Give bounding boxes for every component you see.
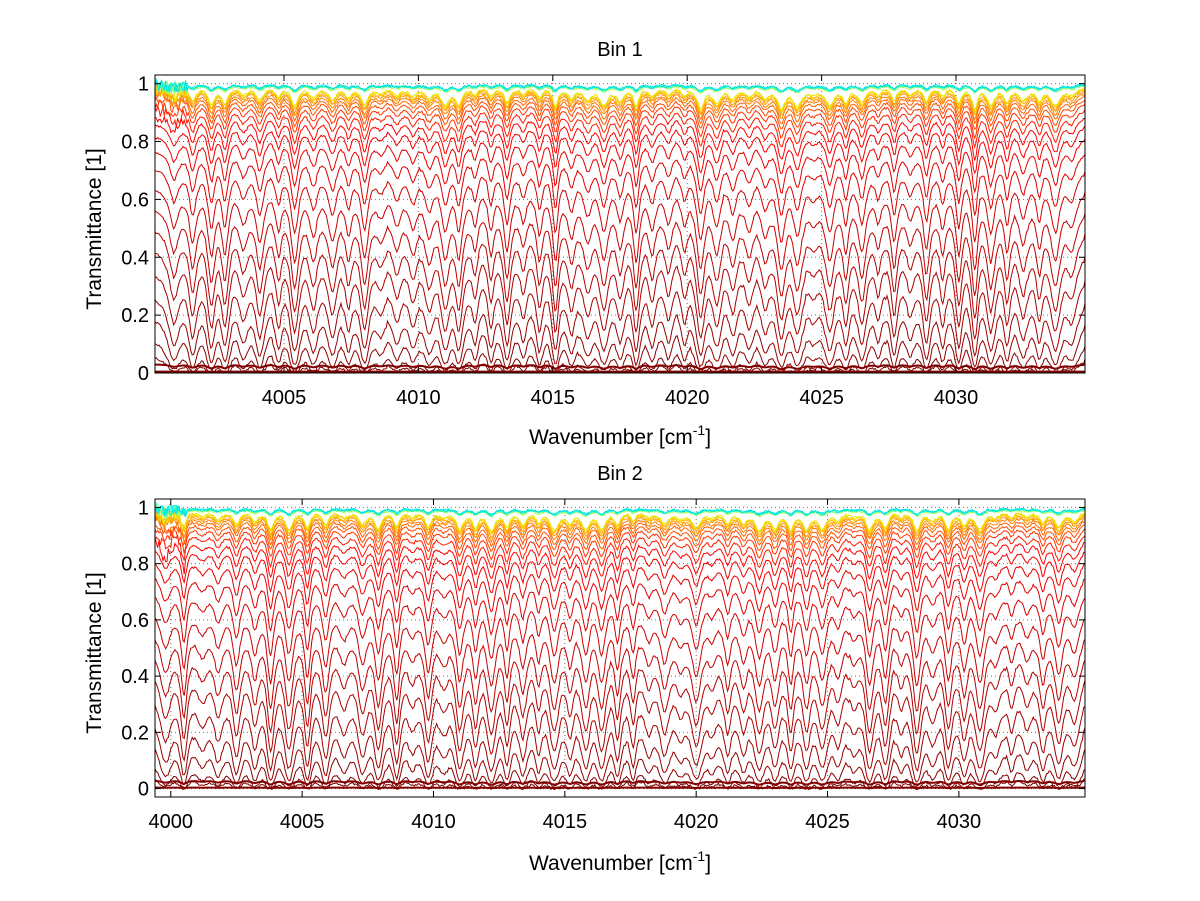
bin-2-curve-29 bbox=[154, 504, 1086, 517]
bin-2-curve-19 bbox=[154, 516, 1086, 548]
bin-2-panel: Bin 2 4000 4005 4010 4015 4020 4025 4030 0 0.2 0.… bbox=[83, 463, 1086, 875]
y-tick-label: 0 bbox=[138, 779, 149, 801]
bin-1-curve-20 bbox=[154, 87, 1086, 121]
bin-1-curve-16 bbox=[154, 104, 1086, 149]
x-tick-label: 4015 bbox=[531, 387, 576, 409]
bin-1-curve-4 bbox=[154, 321, 1086, 373]
bin-2-curve-8 bbox=[154, 659, 1086, 737]
bin-1-curve-7 bbox=[154, 253, 1086, 340]
y-tick-label: 0.8 bbox=[121, 132, 149, 154]
y-tick-label: 1 bbox=[138, 497, 149, 519]
y-tick-label: 0.6 bbox=[121, 189, 149, 211]
y-tick-label: 0 bbox=[138, 363, 149, 385]
bin-1-curve-3 bbox=[154, 343, 1086, 373]
bin-2-curve-12 bbox=[154, 577, 1086, 637]
y-tick-label: 1 bbox=[138, 74, 149, 96]
x-tick-label: 4010 bbox=[396, 387, 441, 409]
x-tick-label: 4030 bbox=[934, 387, 979, 409]
bin-1-curve-19 bbox=[154, 91, 1086, 125]
y-tick-label: 0.2 bbox=[121, 305, 149, 327]
bin-1-curve-9 bbox=[154, 210, 1086, 297]
bin-1-curve-6 bbox=[154, 276, 1086, 358]
bin-2-curve-24 bbox=[154, 508, 1086, 533]
x-tick-label: 4030 bbox=[937, 811, 982, 833]
x-tick-label: 4010 bbox=[411, 811, 456, 833]
bin-1-plot-area: 4005 4010 4015 4020 4025 4030 0 0.2 0.4 0.6 0.8 1 bbox=[121, 74, 1086, 409]
bin-1-curve-10 bbox=[154, 190, 1086, 271]
bin-2-xlabel: Wavenumber [cm-1] bbox=[529, 848, 711, 875]
bin-2-curve-3 bbox=[154, 768, 1086, 790]
bin-2-curve-7 bbox=[154, 680, 1086, 756]
axes-frame bbox=[154, 74, 1086, 374]
bin-1-ylabel: Transmittance [1] bbox=[83, 148, 106, 309]
bin-2-curve-17 bbox=[154, 527, 1086, 561]
bin-2-curve-4 bbox=[154, 748, 1086, 789]
y-tick-label: 0.2 bbox=[121, 722, 149, 744]
bin-1-xlabel: Wavenumber [cm-1] bbox=[529, 422, 711, 449]
y-tick-label: 0.4 bbox=[121, 666, 149, 688]
bin-2-curve-9 bbox=[154, 638, 1086, 714]
x-tick-label: 4025 bbox=[799, 387, 844, 409]
bin-2-curve-11 bbox=[154, 597, 1086, 661]
x-tick-label: 4005 bbox=[280, 811, 325, 833]
x-tick-label: 4005 bbox=[262, 387, 307, 409]
axes-frame bbox=[154, 498, 1086, 798]
bin-2-curve-6 bbox=[154, 704, 1086, 773]
bin-1-title: Bin 1 bbox=[597, 39, 643, 61]
bin-2-curve-14 bbox=[154, 551, 1086, 595]
bin-1-curve-12 bbox=[154, 151, 1086, 216]
bin-2-ylabel: Transmittance [1] bbox=[83, 572, 106, 733]
bin-2-curve-15 bbox=[154, 537, 1086, 582]
bin-1-curve-8 bbox=[154, 231, 1086, 321]
bin-1-curve-21 bbox=[154, 84, 1086, 117]
bin-1-curve-18 bbox=[154, 96, 1086, 130]
bin-2-curve-22 bbox=[154, 509, 1086, 536]
bin-2-curve-1 bbox=[154, 779, 1086, 786]
bin-2-title: Bin 2 bbox=[597, 463, 643, 485]
bin-2-plot-area: 4000 4005 4010 4015 4020 4025 4030 0 0.2 0.4 0.6 0.… bbox=[121, 497, 1086, 833]
bin-1-panel: Bin 1 4005 4010 4015 4020 4025 4030 0 0.2 0.4 0.6… bbox=[83, 39, 1086, 449]
y-tick-label: 0.6 bbox=[121, 610, 149, 632]
bin-1-curve-23 bbox=[154, 82, 1086, 113]
bin-1-curve-24 bbox=[154, 81, 1086, 112]
bin-2-curve-5 bbox=[154, 727, 1086, 784]
x-tick-label: 4025 bbox=[805, 811, 850, 833]
x-tick-label: 4020 bbox=[665, 387, 710, 409]
bin-1-curve-17 bbox=[154, 99, 1086, 140]
bin-1-curve-13 bbox=[154, 136, 1086, 195]
x-tick-label: 4000 bbox=[149, 811, 194, 833]
bin-2-curve-20 bbox=[154, 515, 1086, 543]
bin-1-curve-5 bbox=[154, 299, 1086, 369]
x-tick-label: 4020 bbox=[674, 811, 719, 833]
y-tick-label: 0.4 bbox=[121, 247, 149, 269]
bin-2-curve-16 bbox=[154, 533, 1086, 569]
bin-1-curve-11 bbox=[154, 170, 1086, 243]
bin-1-curve-15 bbox=[154, 114, 1086, 161]
bin-2-curve-18 bbox=[154, 524, 1086, 553]
bin-2-curve-13 bbox=[154, 563, 1086, 613]
x-tick-label: 4015 bbox=[543, 811, 588, 833]
bin-1-curve-14 bbox=[154, 124, 1086, 175]
bin-2-curve-10 bbox=[154, 617, 1086, 688]
bin-1-curve-29 bbox=[154, 79, 1086, 93]
y-tick-label: 0.8 bbox=[121, 554, 149, 576]
